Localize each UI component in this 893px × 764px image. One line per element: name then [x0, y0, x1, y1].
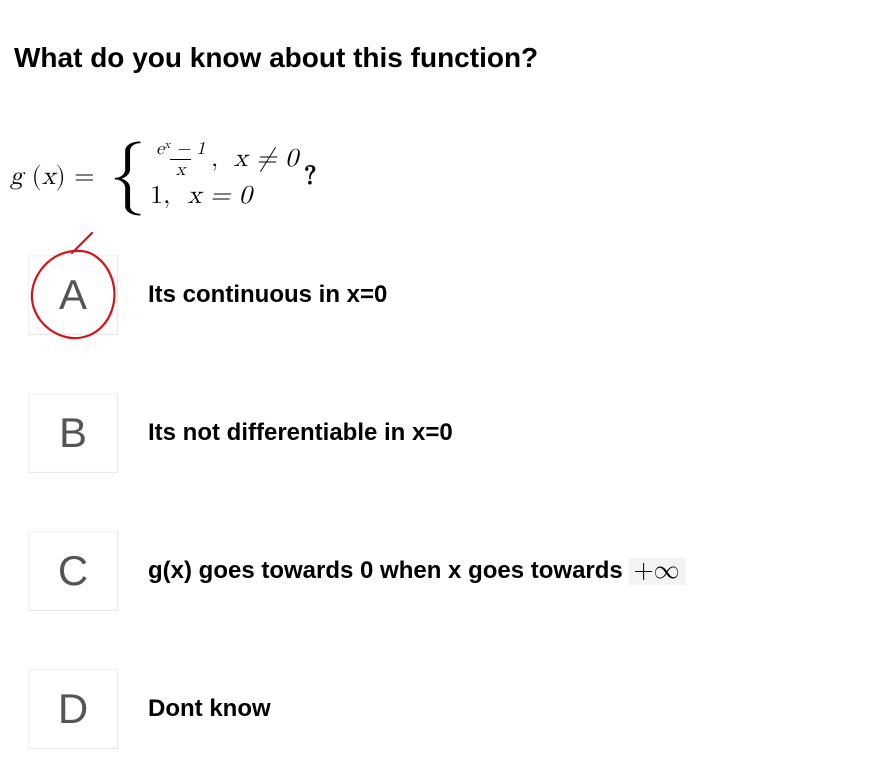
case1-denominator: x: [170, 159, 192, 179]
piecewise-cases: ex − 1 x , x ≠ 0 1 , x = 0: [150, 140, 298, 214]
option-letter: D: [58, 685, 88, 733]
paren-close: ) =: [56, 162, 104, 193]
case2-value: 1: [150, 179, 163, 214]
option-b[interactable]: B Its not differentiable in x=0: [28, 393, 868, 473]
equation-block: g ( x ) = { ex − 1 x , x ≠ 0 1 , x = 0 ?: [10, 140, 316, 214]
case-2: 1 , x = 0: [150, 179, 298, 214]
page: What do you know about this function? g …: [0, 0, 893, 764]
case1-condition: x ≠ 0: [234, 142, 298, 177]
trailing-qmark: ?: [304, 162, 316, 193]
equation-lhs: g ( x ) =: [10, 162, 103, 193]
option-letter-box[interactable]: C: [28, 531, 118, 611]
option-letter-box[interactable]: D: [28, 669, 118, 749]
option-d[interactable]: D Dont know: [28, 669, 868, 749]
option-letter: B: [59, 409, 87, 457]
option-c[interactable]: C g(x) goes towards 0 when x goes toward…: [28, 531, 868, 611]
option-text: Dont know: [148, 695, 271, 723]
option-letter: C: [58, 547, 88, 595]
infinity-symbol: +∞: [629, 558, 685, 585]
comma-2: ,: [163, 179, 188, 214]
option-text: g(x) goes towards 0 when x goes towards …: [148, 556, 686, 587]
option-letter-box[interactable]: B: [28, 393, 118, 473]
option-text: Its continuous in x=0: [148, 281, 387, 309]
case-1: ex − 1 x , x ≠ 0: [150, 140, 298, 179]
case1-numerator: ex − 1: [154, 140, 207, 159]
brace-icon: {: [109, 142, 146, 209]
option-text: Its not differentiable in x=0: [148, 419, 453, 447]
option-letter: A: [59, 271, 87, 319]
case1-fraction: ex − 1 x: [154, 140, 207, 179]
comma-1: ,: [211, 143, 234, 175]
option-letter-box[interactable]: A: [28, 255, 118, 335]
option-text-prefix: g(x) goes towards 0 when x goes towards: [148, 557, 629, 584]
question-title: What do you know about this function?: [14, 42, 538, 74]
func-var: x: [42, 162, 56, 193]
case2-condition: x = 0: [188, 179, 252, 214]
options-list: A Its continuous in x=0 B Its not differ…: [28, 255, 868, 749]
func-name: g: [10, 162, 23, 193]
option-a[interactable]: A Its continuous in x=0: [28, 255, 868, 335]
paren-open: (: [23, 162, 42, 193]
